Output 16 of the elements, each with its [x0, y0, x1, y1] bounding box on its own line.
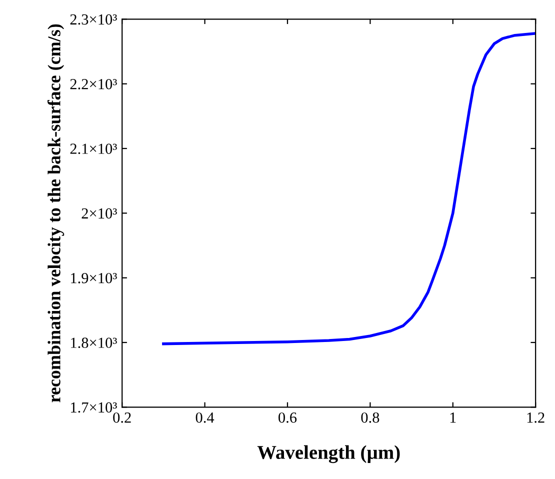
y-tick-label: 2.3×10³ [70, 14, 117, 25]
x-tick-label: 1 [450, 412, 456, 423]
y-axis-title: recombination velocity to the back-surface (cm/s) [48, 24, 64, 402]
x-tick-label: 0.6 [278, 412, 297, 423]
x-tick-label: 0.2 [113, 412, 131, 423]
x-tick-label: 0.8 [361, 412, 380, 423]
x-tick-label: 0.4 [196, 412, 214, 423]
y-tick-label: 2.2×10³ [70, 78, 117, 90]
x-tick-label: 1.2 [527, 412, 544, 423]
line-series [162, 32, 536, 346]
x-axis-title: Wavelength (µm) [257, 445, 400, 464]
y-tick-label: 1.8×10³ [71, 338, 117, 348]
y-tick-label: 2.1×10³ [70, 144, 117, 154]
y-tick-label: 1.9×10³ [71, 272, 117, 284]
y-tick-label: 1.7×10³ [71, 402, 117, 413]
y-tick-label: 2×10³ [82, 208, 117, 219]
